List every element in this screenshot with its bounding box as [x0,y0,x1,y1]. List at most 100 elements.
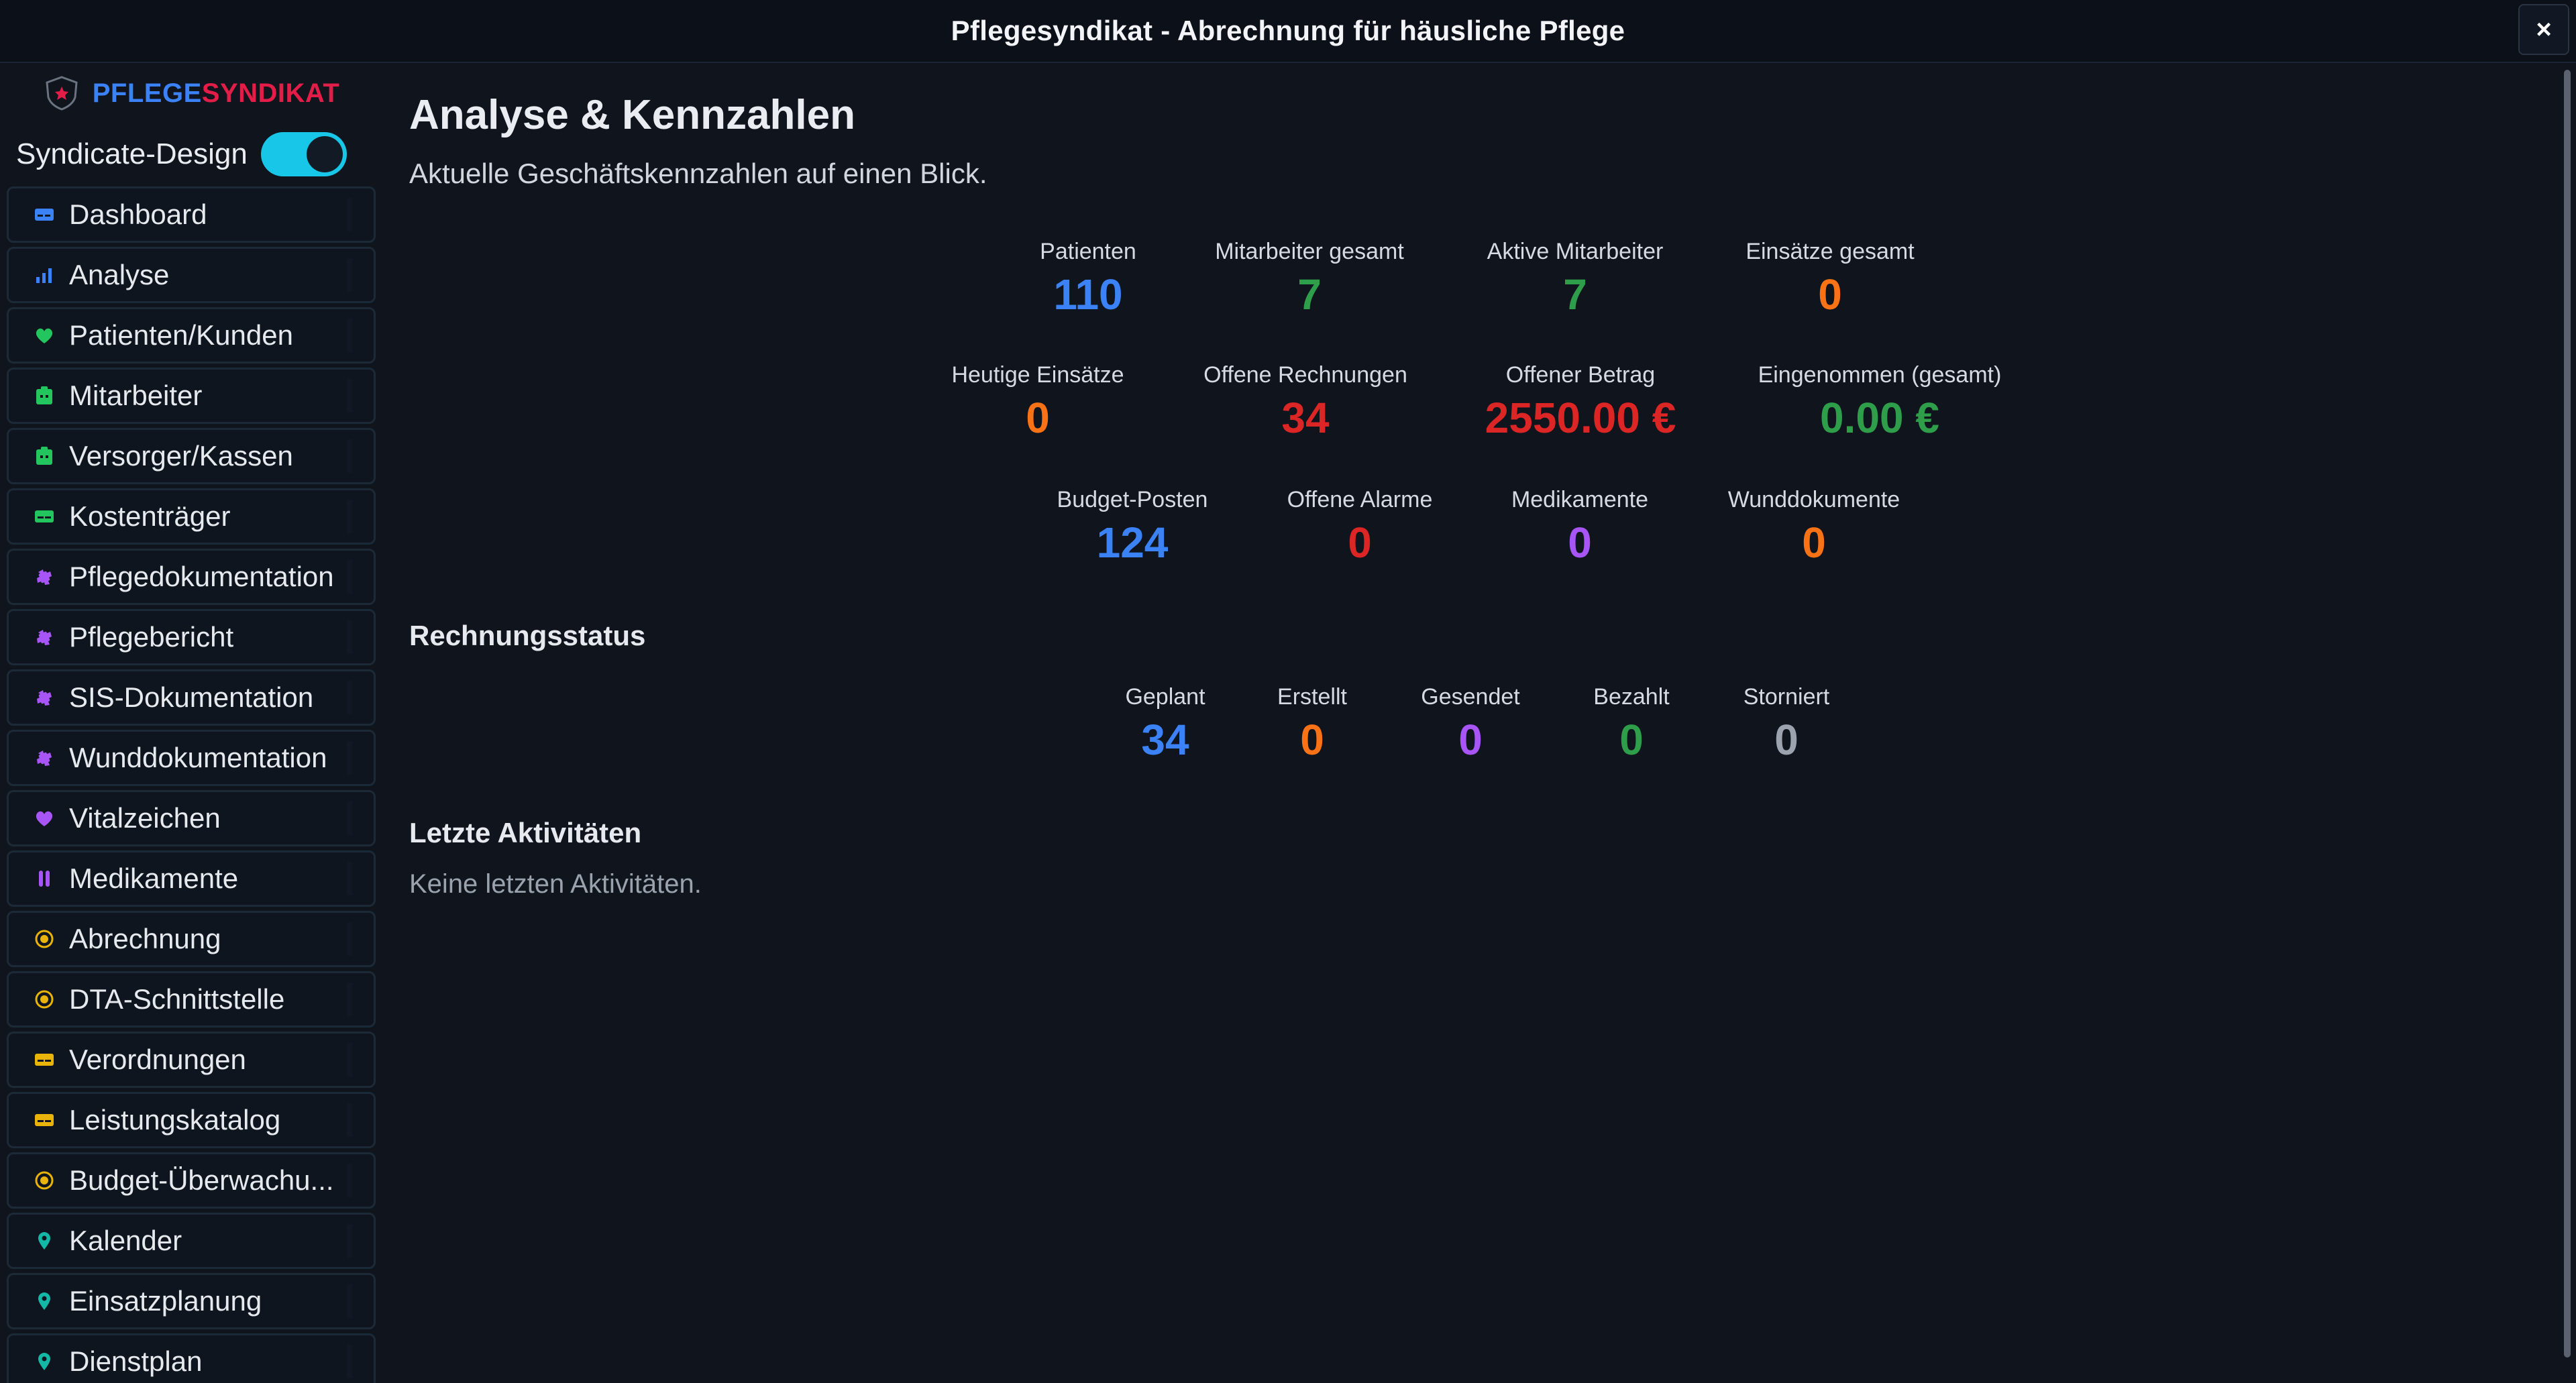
kpi-einsätze-gesamt: Einsätze gesamt 0 [1629,239,2031,319]
kpi-label: Wunddokumente [1727,487,1900,512]
sidebar-item-label: Mitarbeiter [69,380,203,411]
sidebar-item-versorger-kassen[interactable]: Versorger/Kassen [7,428,376,484]
sidebar-item-label: Medikamente [69,863,239,894]
kpi-label: Medikamente [1511,487,1649,512]
sidebar-item-pflegedokumentation[interactable]: Pflegedokumentation [7,549,376,605]
sidebar-item-label: Verordnungen [69,1044,246,1075]
brand-logo: PFLEGESYNDIKAT [0,64,382,122]
invoice-status-label: Storniert [1743,684,1830,710]
pin-icon [34,1291,54,1311]
main-scrollbar[interactable] [2559,64,2576,1383]
kpi-offene-rechnungen: Offene Rechnungen 34 [1104,362,1507,443]
invoice-status-label: Gesendet [1421,684,1520,710]
window-title: Pflegesyndikat - Abrechnung für häuslich… [951,15,1625,46]
kpi-label: Offene Alarme [1287,487,1433,512]
kpi-offene-alarme: Offene Alarme 0 [1159,487,1561,567]
kpi-value: 34 [1281,394,1330,442]
sidebar-item-kostenträger[interactable]: Kostenträger [7,488,376,545]
sidebar-nav: Dashboard Analyse Patienten/Kunden Mitarbei… [0,186,382,1383]
kpi-label: Offene Rechnungen [1203,362,1407,388]
sidebar-item-label: Dienstplan [69,1345,203,1377]
sidebar-item-label: Abrechnung [69,923,221,954]
sidebar-item-einsatzplanung[interactable]: Einsatzplanung [7,1273,376,1329]
kpi-wunddokumente: Wunddokumente 0 [1613,487,2015,567]
sidebar-item-label: Pflegebericht [69,621,234,653]
coin-icon [34,989,54,1009]
kpi-label: Budget-Posten [1057,487,1208,512]
invoice-status-value: 0 [1458,716,1483,764]
sidebar-item-dta-schnittstelle[interactable]: DTA-Schnittstelle [7,971,376,1028]
heart-icon [34,325,54,345]
kpi-label: Patienten [1040,239,1136,264]
sidebar-item-sis-dokumentation[interactable]: SIS-Dokumentation [7,669,376,726]
sidebar-item-label: Kalender [69,1225,182,1256]
sidebar-item-leistungskatalog[interactable]: Leistungskatalog [7,1092,376,1148]
coin-icon [34,1170,54,1191]
puzzle-icon [34,567,54,587]
title-bar: Pflegesyndikat - Abrechnung für häuslich… [0,0,2576,63]
syndicate-design-toggle[interactable] [260,132,347,176]
invoice-status-storniert: Storniert 0 [1686,684,1887,765]
brand-part1: PFLEGE [92,78,202,108]
sidebar-item-pflegebericht[interactable]: Pflegebericht [7,609,376,665]
id-card-icon [34,205,54,225]
kpi-value: 0.00 € [1820,394,1939,442]
sidebar-item-analyse[interactable]: Analyse [7,247,376,303]
design-toggle-label: Syndicate-Design [16,137,248,170]
main-content: Analyse & Kennzahlen Aktuelle Geschäftsk… [409,64,2549,1383]
kpi-value: 124 [1096,518,1169,567]
sidebar-item-kalender[interactable]: Kalender [7,1213,376,1269]
sidebar-item-mitarbeiter[interactable]: Mitarbeiter [7,368,376,424]
close-button[interactable]: × [2518,4,2569,55]
invoice-status-geplant: Geplant 34 [1065,684,1266,765]
sidebar-item-wunddokumentation[interactable]: Wunddokumentation [7,730,376,786]
sidebar-item-verordnungen[interactable]: Verordnungen [7,1032,376,1088]
bar-chart-icon [34,265,54,285]
sidebar-item-label: Leistungskatalog [69,1104,281,1136]
puzzle-icon [34,627,54,647]
kpi-label: Offener Betrag [1505,362,1656,388]
invoice-status-bezahlt: Bezahlt 0 [1531,684,1732,765]
kpi-label: Eingenommen (gesamt) [1758,362,2002,388]
sidebar-item-budget-überwachu[interactable]: Budget-Überwachu... [7,1152,376,1209]
sidebar-item-label: Analyse [69,259,170,290]
pill-icon [34,869,54,889]
sidebar-item-label: Dashboard [69,199,207,230]
sidebar-item-dashboard[interactable]: Dashboard [7,186,376,243]
invoice-status-value: 0 [1619,716,1644,764]
badge-icon [34,386,54,406]
sidebar-item-abrechnung[interactable]: Abrechnung [7,911,376,967]
kpi-label: Mitarbeiter gesamt [1215,239,1404,264]
card-icon [34,1050,54,1070]
invoice-status-value: 0 [1774,716,1799,764]
kpi-aktive-mitarbeiter: Aktive Mitarbeiter 7 [1374,239,1776,319]
pin-icon [34,1351,54,1372]
kpi-value: 110 [1053,270,1123,319]
kpi-label: Aktive Mitarbeiter [1487,239,1664,264]
sidebar-item-label: Versorger/Kassen [69,440,293,472]
kpi-eingenommen-gesamt: Eingenommen (gesamt) 0.00 € [1678,362,2081,443]
kpi-budget-posten: Budget-Posten 124 [931,487,1334,567]
invoice-status-erstellt: Erstellt 0 [1212,684,1413,765]
sidebar-item-medikamente[interactable]: Medikamente [7,850,376,907]
design-toggle-row: Syndicate-Design [0,122,382,186]
page-subtitle: Aktuelle Geschäftskennzahlen auf einen B… [409,158,987,189]
sidebar-item-dienstplan[interactable]: Dienstplan [7,1333,376,1383]
invoice-status-label: Erstellt [1277,684,1347,710]
invoice-status-label: Bezahlt [1593,684,1670,710]
recent-activities-empty: Keine letzten Aktivitäten. [409,869,702,899]
scrollbar-thumb[interactable] [2564,70,2571,1358]
sidebar-item-label: Patienten/Kunden [69,319,293,351]
kpi-value: 7 [1297,270,1322,319]
invoice-status-label: Geplant [1125,684,1205,710]
sidebar-item-label: Pflegedokumentation [69,561,334,592]
kpi-value: 7 [1563,270,1587,319]
kpi-value: 0 [1026,394,1050,442]
puzzle-icon [34,687,54,708]
badge-icon [34,446,54,466]
sidebar-item-label: Einsatzplanung [69,1285,262,1317]
kpi-mitarbeiter-gesamt: Mitarbeiter gesamt 7 [1108,239,1511,319]
sidebar-item-patienten-kunden[interactable]: Patienten/Kunden [7,307,376,364]
sidebar-item-label: Wunddokumentation [69,742,327,773]
sidebar-item-vitalzeichen[interactable]: Vitalzeichen [7,790,376,846]
